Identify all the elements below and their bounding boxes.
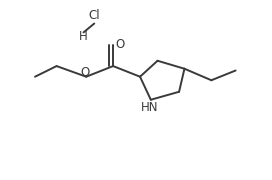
Text: O: O	[115, 38, 125, 51]
Text: HN: HN	[141, 101, 158, 114]
Text: H: H	[79, 30, 88, 43]
Text: O: O	[80, 66, 89, 79]
Text: Cl: Cl	[88, 9, 100, 22]
